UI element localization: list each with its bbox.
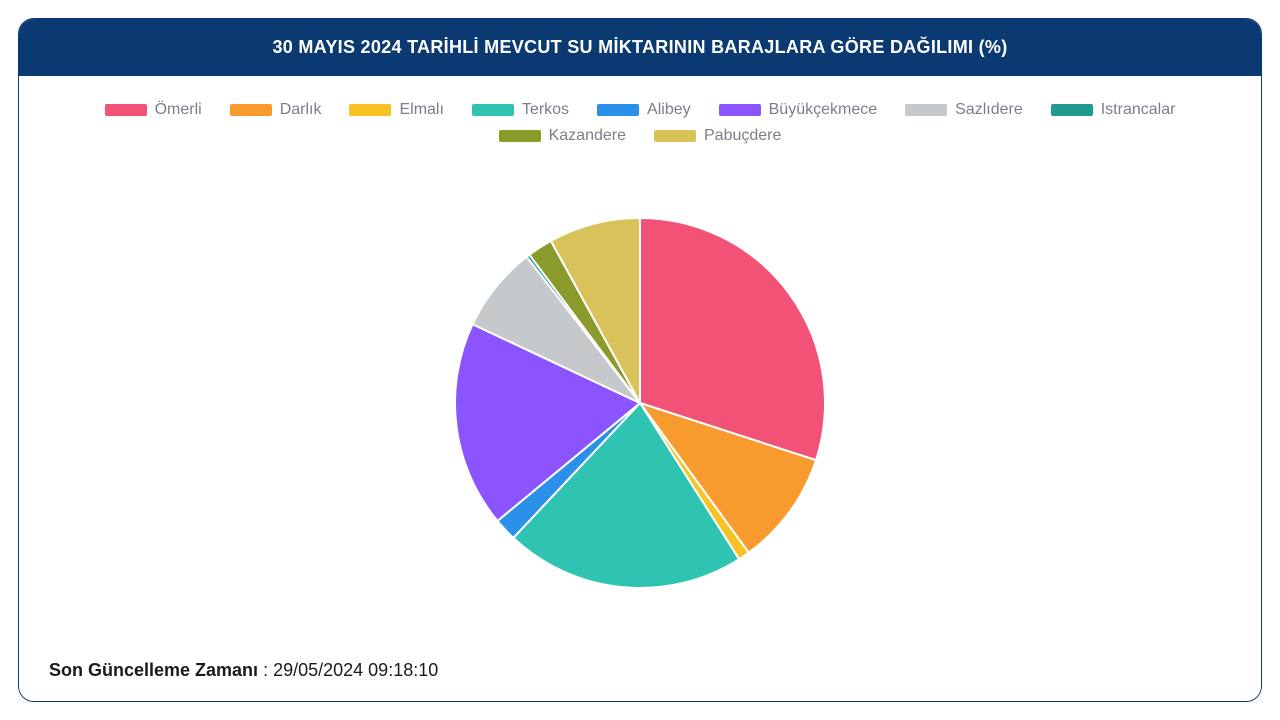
update-time-separator: :: [258, 660, 273, 680]
legend-item[interactable]: Darlık: [230, 101, 322, 119]
legend-item[interactable]: Büyükçekmece: [719, 101, 878, 119]
legend-label: Sazlıdere: [955, 101, 1023, 119]
legend-label: Terkos: [522, 101, 569, 119]
legend-label: Elmalı: [399, 101, 443, 119]
chart-legend: Ömerli Darlık Elmalı Terkos Alibey Büyükçekme…: [49, 101, 1231, 145]
legend-swatch: [597, 104, 639, 116]
update-time-value: 29/05/2024 09:18:10: [273, 660, 438, 680]
card-title: 30 MAYIS 2024 TARİHLİ MEVCUT SU MİKTARIN…: [19, 19, 1261, 76]
pie-chart: [455, 218, 825, 588]
update-time: Son Güncelleme Zamanı : 29/05/2024 09:18…: [49, 650, 1231, 681]
chart-card: 30 MAYIS 2024 TARİHLİ MEVCUT SU MİKTARIN…: [18, 18, 1262, 702]
legend-swatch: [905, 104, 947, 116]
legend-swatch: [472, 104, 514, 116]
legend-label: Büyükçekmece: [769, 101, 878, 119]
legend-item[interactable]: Istrancalar: [1051, 101, 1176, 119]
legend-swatch: [719, 104, 761, 116]
legend-label: Darlık: [280, 101, 322, 119]
legend-item[interactable]: Terkos: [472, 101, 569, 119]
legend-item[interactable]: Ömerli: [105, 101, 202, 119]
legend-item[interactable]: Kazandere: [499, 127, 626, 145]
legend-label: Ömerli: [155, 101, 202, 119]
legend-swatch: [349, 104, 391, 116]
legend-swatch: [654, 130, 696, 142]
update-time-label: Son Güncelleme Zamanı: [49, 660, 258, 680]
legend-item[interactable]: Pabuçdere: [654, 127, 781, 145]
chart-area: [49, 155, 1231, 650]
legend-label: Pabuçdere: [704, 127, 781, 145]
legend-swatch: [230, 104, 272, 116]
legend-label: Alibey: [647, 101, 691, 119]
legend-label: Kazandere: [549, 127, 626, 145]
legend-swatch: [1051, 104, 1093, 116]
card-body: Ömerli Darlık Elmalı Terkos Alibey Büyükçekme…: [19, 76, 1261, 701]
legend-swatch: [105, 104, 147, 116]
legend-label: Istrancalar: [1101, 101, 1176, 119]
legend-item[interactable]: Elmalı: [349, 101, 443, 119]
pie-svg: [455, 218, 825, 588]
legend-swatch: [499, 130, 541, 142]
legend-item[interactable]: Alibey: [597, 101, 691, 119]
legend-item[interactable]: Sazlıdere: [905, 101, 1023, 119]
